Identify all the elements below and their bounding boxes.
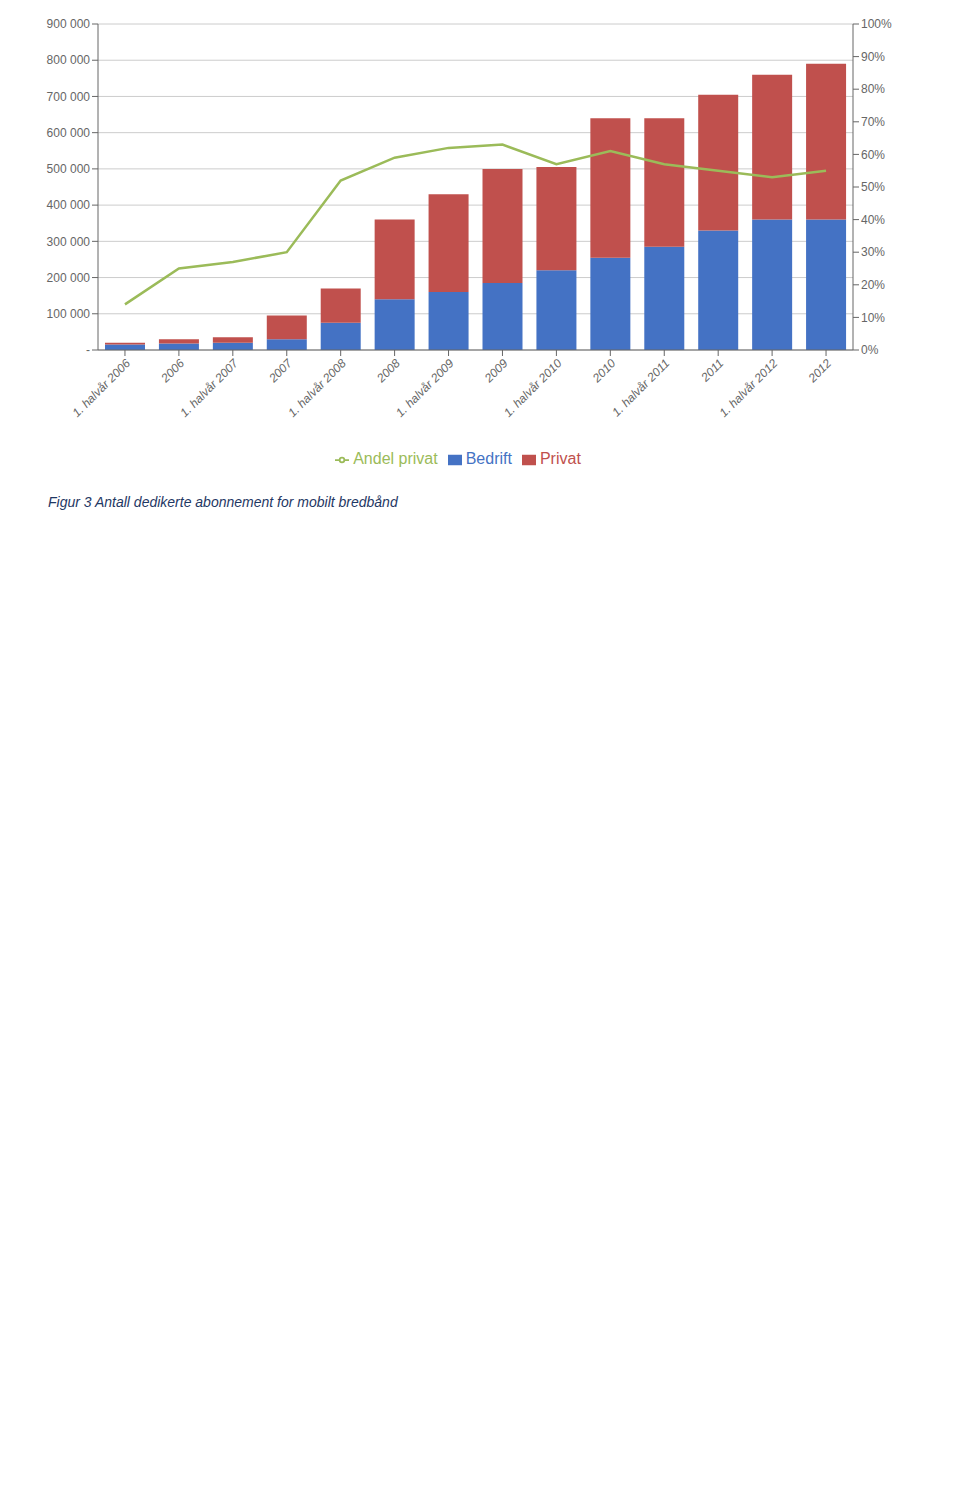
- svg-text:400 000: 400 000: [47, 198, 91, 212]
- html-text:Figur 3 Antall dedikerte abonn: Figur 3 Antall dedikerte abonnement for …: [48, 494, 398, 510]
- svg-text:500 000: 500 000: [47, 162, 91, 176]
- html-text:Privat: Privat: [539, 450, 581, 467]
- html-text:Andel privat: Andel privat: [353, 450, 438, 467]
- svg-text:20%: 20%: [861, 278, 885, 292]
- html-text:Bedrift: Bedrift: [465, 450, 512, 467]
- svg-text:1. halvår 2010: 1. halvår 2010: [501, 356, 565, 420]
- svg-text:10%: 10%: [861, 311, 885, 325]
- svg-text:900 000: 900 000: [47, 17, 91, 31]
- svg-text:1. halvår 2009: 1. halvår 2009: [393, 356, 457, 420]
- svg-text:2010: 2010: [589, 356, 619, 386]
- svg-text:200 000: 200 000: [47, 271, 91, 285]
- svg-text:1. halvår 2011: 1. halvår 2011: [609, 356, 672, 419]
- svg-text:100 000: 100 000: [47, 307, 91, 321]
- svg-text:2006: 2006: [158, 356, 188, 386]
- svg-text:1. halvår 2007: 1. halvår 2007: [177, 355, 242, 420]
- svg-text:1. halvår 2006: 1. halvår 2006: [69, 356, 133, 420]
- svg-text:800 000: 800 000: [47, 53, 91, 67]
- svg-text:30%: 30%: [861, 245, 885, 259]
- svg-text:70%: 70%: [861, 115, 885, 129]
- svg-text:-: -: [86, 343, 90, 357]
- svg-text:2009: 2009: [481, 356, 511, 386]
- svg-text:1. halvår 2008: 1. halvår 2008: [285, 356, 349, 420]
- svg-text:80%: 80%: [861, 82, 885, 96]
- svg-text:100%: 100%: [861, 17, 892, 31]
- svg-text:300 000: 300 000: [47, 235, 91, 249]
- svg-text:60%: 60%: [861, 148, 885, 162]
- svg-text:600 000: 600 000: [47, 126, 91, 140]
- svg-text:50%: 50%: [861, 180, 885, 194]
- svg-text:40%: 40%: [861, 213, 885, 227]
- svg-text:1. halvår 2012: 1. halvår 2012: [717, 356, 781, 420]
- svg-text:700 000: 700 000: [47, 90, 91, 104]
- svg-text:0%: 0%: [861, 343, 879, 357]
- svg-text:2012: 2012: [805, 356, 835, 386]
- svg-text:2007: 2007: [265, 355, 295, 385]
- svg-text:90%: 90%: [861, 50, 885, 64]
- svg-text:2011: 2011: [697, 356, 726, 385]
- svg-text:2008: 2008: [373, 356, 403, 386]
